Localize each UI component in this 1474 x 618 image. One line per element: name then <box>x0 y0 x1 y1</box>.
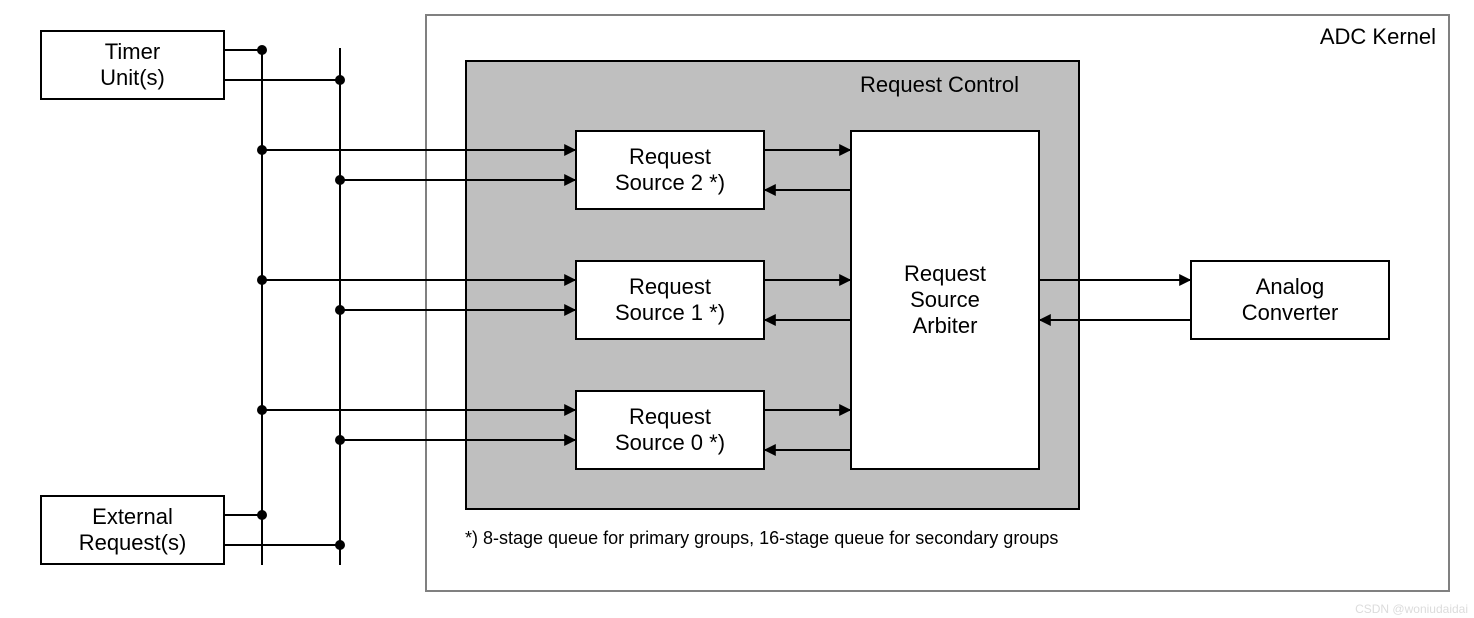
external-request-box: ExternalRequest(s) <box>40 495 225 565</box>
request-source-1-box: RequestSource 1 *) <box>575 260 765 340</box>
diagram-canvas: ADC Kernel Request Control TimerUnit(s) … <box>0 0 1474 618</box>
request-source-1-label: RequestSource 1 *) <box>615 274 725 326</box>
request-source-0-box: RequestSource 0 *) <box>575 390 765 470</box>
adc-kernel-label: ADC Kernel <box>1320 24 1436 50</box>
watermark-text: CSDN @woniudaidai <box>1355 602 1468 616</box>
footnote-text: *) 8-stage queue for primary groups, 16-… <box>465 528 1058 549</box>
external-request-label: ExternalRequest(s) <box>79 504 187 556</box>
request-source-arbiter-label: RequestSourceArbiter <box>904 261 986 339</box>
request-control-label: Request Control <box>860 72 1019 98</box>
request-source-2-box: RequestSource 2 *) <box>575 130 765 210</box>
request-source-arbiter-box: RequestSourceArbiter <box>850 130 1040 470</box>
timer-unit-box: TimerUnit(s) <box>40 30 225 100</box>
request-source-0-label: RequestSource 0 *) <box>615 404 725 456</box>
analog-converter-label: AnalogConverter <box>1242 274 1339 326</box>
timer-unit-label: TimerUnit(s) <box>100 39 165 91</box>
request-source-2-label: RequestSource 2 *) <box>615 144 725 196</box>
analog-converter-box: AnalogConverter <box>1190 260 1390 340</box>
